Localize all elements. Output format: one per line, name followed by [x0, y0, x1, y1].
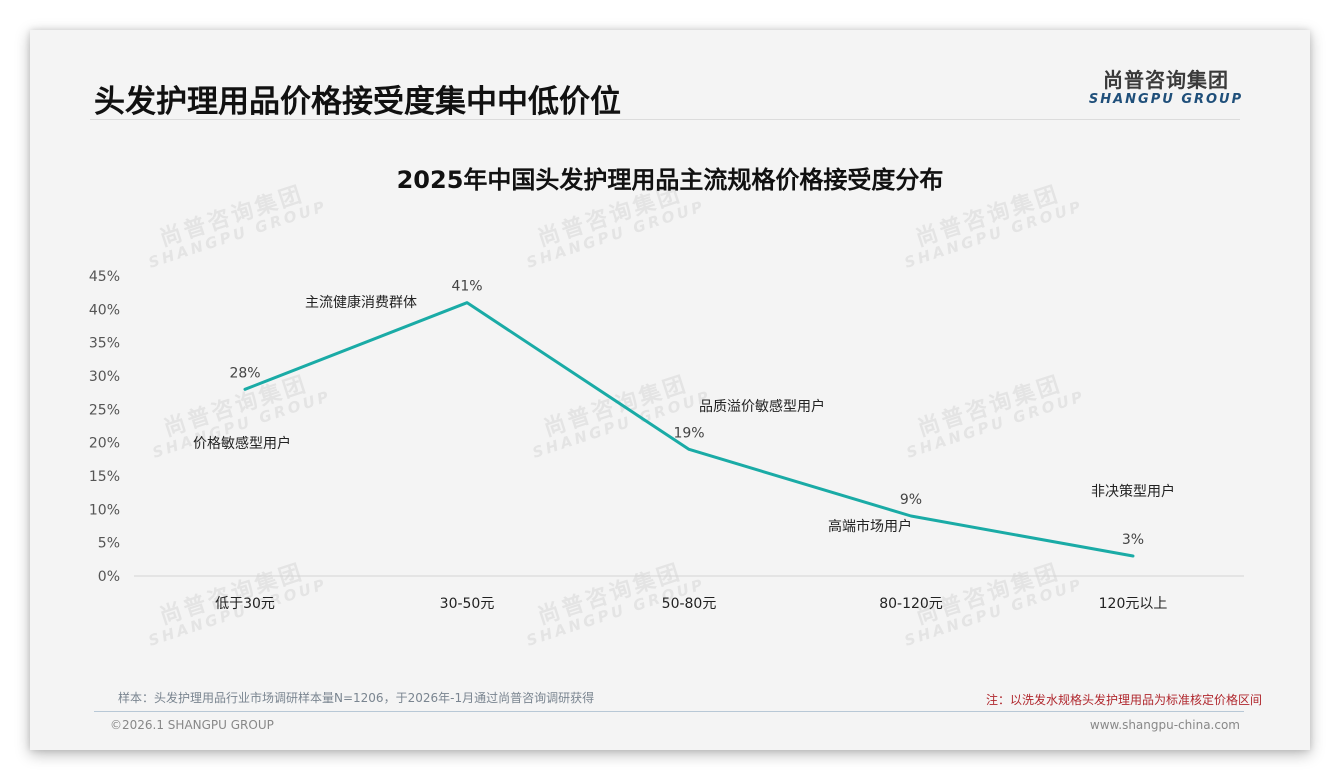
company-logo: 尚普咨询集团 SHANGPU GROUP [1086, 64, 1246, 107]
chart-title: 2025年中国头发护理用品主流规格价格接受度分布 [396, 166, 944, 194]
segment-annotation: 高端市场用户 [828, 518, 912, 535]
website-link[interactable]: www.shangpu-china.com [1089, 718, 1240, 732]
y-tick-label: 25% [89, 402, 120, 418]
series-line [243, 301, 1135, 558]
data-value-label: 9% [900, 492, 922, 508]
footer-divider [94, 711, 1244, 712]
data-value-label: 41% [451, 279, 482, 295]
price-note: 注：以洗发水规格头发护理用品为标准核定价格区间 [985, 693, 1262, 707]
x-category-label: 50-80元 [662, 596, 717, 612]
logo-text-cn: 尚普咨询集团 [1103, 68, 1229, 92]
line-chart: 0% 5% 10% 15% 20% 25% 30% 35% 40% 45% 低于30元 30-50元… [89, 269, 1244, 612]
segment-annotation: 非决策型用户 [1091, 483, 1175, 500]
slide: 头发护理用品价格接受度集中中低价位 尚普咨询集团 SHANGPU GROUP 尚… [30, 30, 1310, 750]
data-value-label: 3% [1122, 532, 1144, 548]
value-labels: 28% 41% 19% 9% 3% [229, 279, 1144, 548]
logo-text-en: SHANGPU GROUP [1088, 92, 1244, 107]
y-axis: 0% 5% 10% 15% 20% 25% 30% 35% 40% 45% [89, 269, 120, 585]
y-tick-label: 0% [98, 569, 120, 585]
y-tick-label: 45% [89, 269, 120, 285]
x-category-label: 80-120元 [879, 596, 943, 612]
y-tick-label: 20% [89, 436, 120, 452]
x-axis: 低于30元 30-50元 50-80元 80-120元 120元以上 [215, 596, 1167, 612]
y-tick-label: 15% [89, 469, 120, 485]
y-tick-label: 10% [89, 502, 120, 518]
y-tick-label: 5% [98, 536, 120, 552]
y-tick-label: 30% [89, 369, 120, 385]
header-divider [90, 119, 1240, 120]
segment-annotation: 主流健康消费群体 [305, 294, 417, 311]
x-category-label: 120元以上 [1099, 596, 1168, 612]
x-category-label: 30-50元 [440, 596, 495, 612]
y-tick-label: 40% [89, 302, 120, 318]
data-value-label: 19% [673, 425, 704, 441]
data-value-label: 28% [229, 365, 260, 381]
x-category-label: 低于30元 [215, 596, 275, 612]
segment-annotation: 品质溢价敏感型用户 [699, 398, 825, 415]
y-tick-label: 35% [89, 336, 120, 352]
sample-note: 样本：头发护理用品行业市场调研样本量N=1206，于2026年-1月通过尚普咨询… [118, 691, 595, 705]
segment-annotation: 价格敏感型用户 [193, 435, 291, 452]
copyright: ©2026.1 SHANGPU GROUP [110, 718, 274, 732]
page-title: 头发护理用品价格接受度集中中低价位 [94, 84, 621, 120]
